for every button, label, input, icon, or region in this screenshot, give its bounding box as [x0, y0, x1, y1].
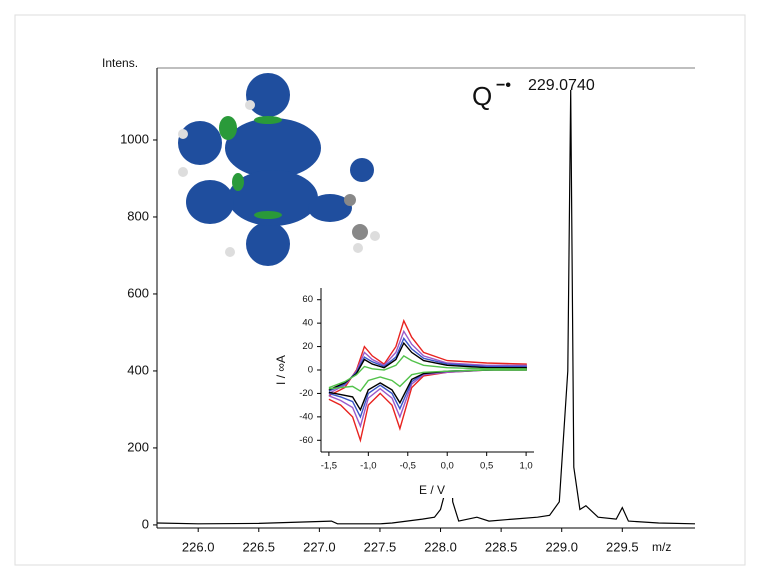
- x-axis-label: m/z: [652, 540, 671, 554]
- annotation-charge: −•: [496, 77, 511, 94]
- x-tick-label: 229.0: [545, 539, 578, 554]
- data-line: [156, 89, 696, 525]
- y-tick-label: 0: [308, 365, 313, 376]
- inset-y-label: I / ∞A: [274, 355, 288, 385]
- x-tick-label: 227.0: [303, 539, 336, 554]
- x-tick-label: 229.5: [606, 539, 639, 554]
- x-tick-label: 0,5: [480, 461, 493, 472]
- y-tick-label: 20: [302, 341, 313, 352]
- x-tick-label: 1,0: [520, 461, 533, 472]
- x-tick-label: 228.0: [424, 539, 457, 554]
- y-axis-label: Intens.: [102, 56, 138, 70]
- x-tick-label: 228.5: [485, 539, 518, 554]
- annotation-species: Q: [472, 81, 492, 111]
- data-line: [328, 354, 527, 393]
- orbital-image: [178, 73, 380, 266]
- x-tick-label: 0,0: [441, 461, 454, 472]
- x-tick-label: -0,5: [400, 461, 416, 472]
- annotation-mass: 229.0740: [528, 77, 595, 94]
- y-tick-label: 600: [127, 285, 149, 300]
- y-tick-label: 60: [302, 294, 313, 305]
- y-tick-label: -40: [299, 411, 313, 422]
- y-tick-label: 200: [127, 439, 149, 454]
- x-tick-label: 226.0: [182, 539, 215, 554]
- y-tick-label: 40: [302, 318, 313, 329]
- inset-x-label: E / V: [419, 483, 445, 497]
- x-tick-label: 227.5: [364, 539, 397, 554]
- y-tick-label: 0: [142, 516, 149, 531]
- y-tick-label: -20: [299, 388, 313, 399]
- y-tick-label: 400: [127, 362, 149, 377]
- x-tick-label: -1,5: [321, 461, 337, 472]
- y-tick-label: 800: [127, 208, 149, 223]
- y-tick-label: 1000: [120, 131, 149, 146]
- y-tick-label: -60: [299, 435, 313, 446]
- x-tick-label: -1,0: [360, 461, 376, 472]
- x-tick-label: 226.5: [243, 539, 276, 554]
- frame: [14, 14, 746, 566]
